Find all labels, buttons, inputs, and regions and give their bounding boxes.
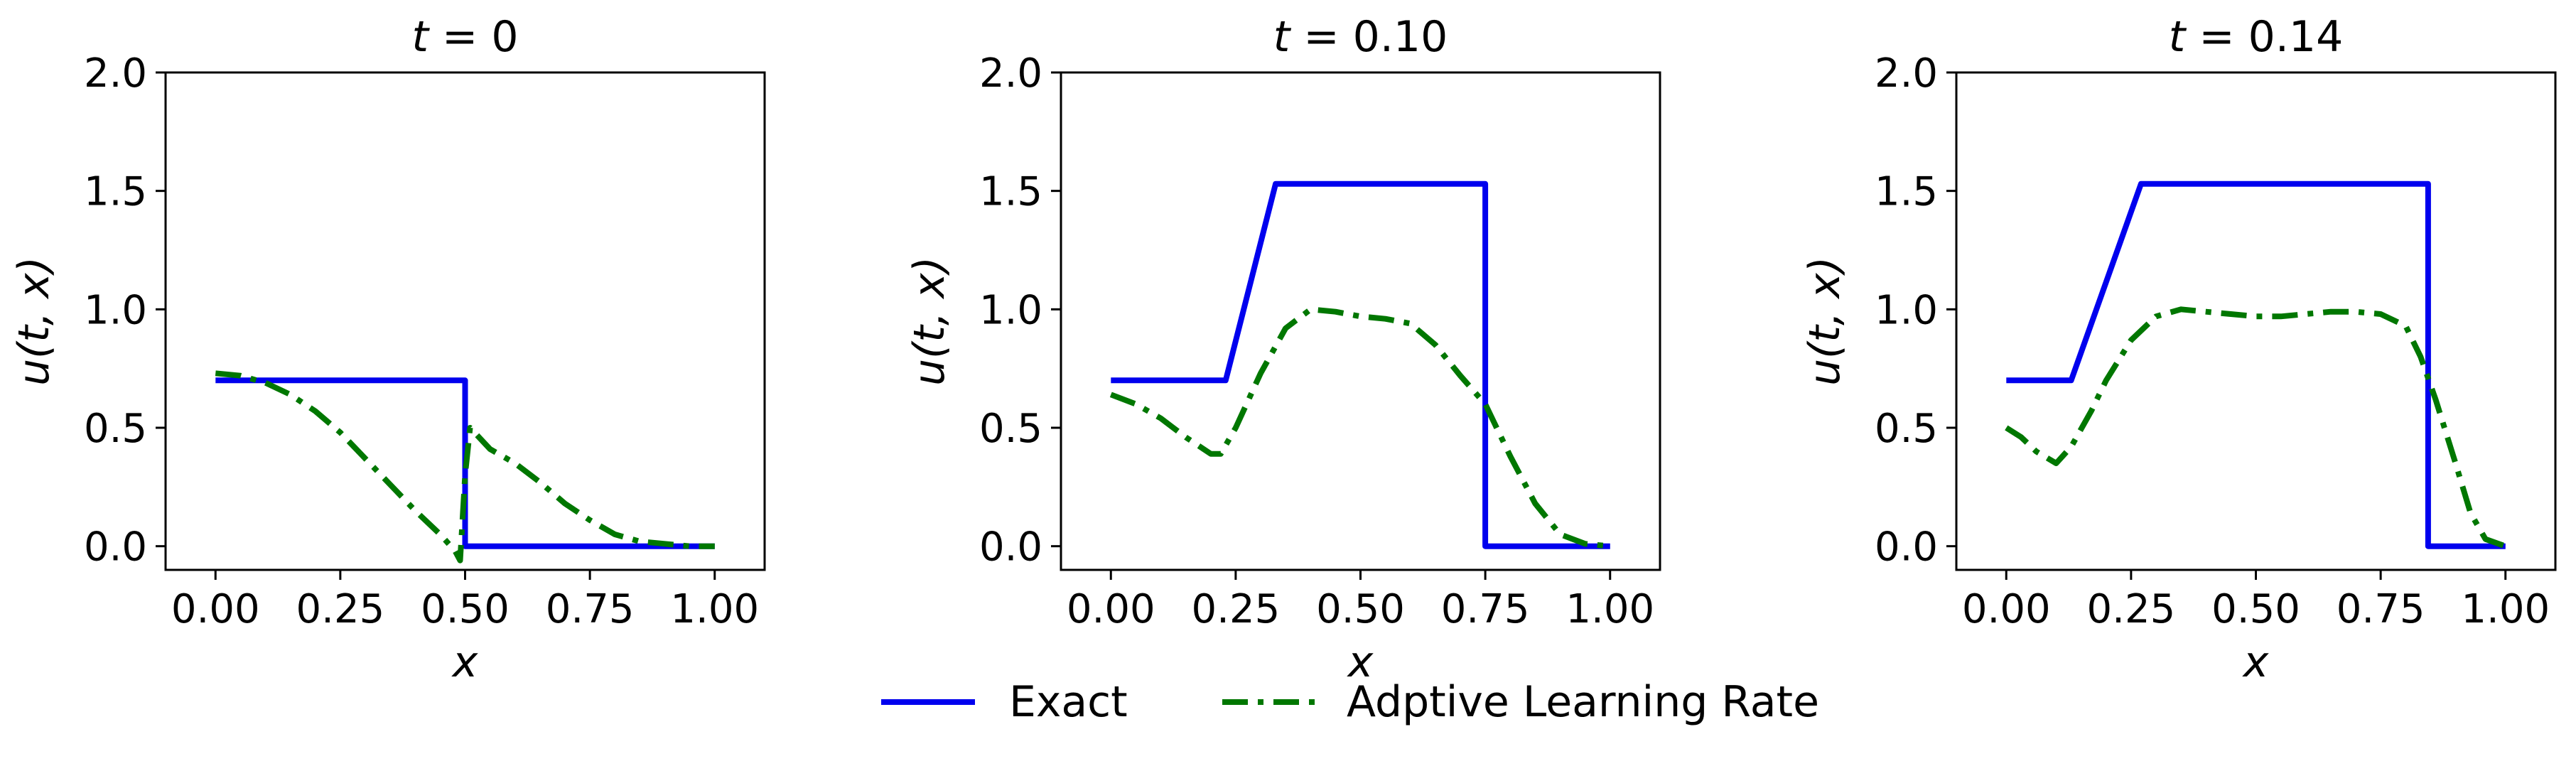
series-line-adptive-learning-rate: [215, 370, 715, 563]
x-tick-label: 0.25: [1192, 586, 1281, 632]
y-axis-label: u(t, x): [1800, 257, 1850, 386]
panel-3: t = 0.14 0.00 0.25 0.50 0.75 1.00 0.0 0.5 1.0 1.5…: [1800, 12, 2557, 687]
title-value: = 0.10: [1290, 12, 1448, 62]
y-tick-label: 0.5: [1875, 406, 1938, 452]
panel-title: t = 0.10: [1273, 12, 1448, 62]
panel-1: t = 0 0.00 0.25 0.50 0.75 1.00 0.0 0.5 1.0 1.5 2.0…: [9, 12, 766, 687]
title-value: = 0.14: [2185, 12, 2343, 62]
plot-frame: [1060, 71, 1661, 571]
panels: t = 0 0.00 0.25 0.50 0.75 1.00 0.0 0.5 1.0 1.5 2.0…: [9, 12, 2557, 687]
y-tick-label: 1.5: [84, 169, 147, 215]
x-tick-label: 0.50: [1316, 586, 1405, 632]
legend: Exact Adptive Learning Rate: [881, 677, 1819, 727]
plot-frame: [1955, 71, 2557, 571]
series-line-adptive-learning-rate: [2005, 306, 2507, 549]
x-tick-label: 1.00: [1565, 586, 1654, 632]
x-tick-label: 0.75: [1441, 586, 1530, 632]
series-line-exact: [1111, 180, 1610, 549]
x-tick-label: 1.00: [670, 586, 759, 632]
x-tick-label: 0.75: [2337, 586, 2425, 632]
panel-2: t = 0.10 0.00 0.25 0.50 0.75 1.00 0.0 0.5 1.0 1.5…: [905, 12, 1661, 687]
series-line-adptive-learning-rate: [1109, 306, 1611, 549]
y-tick-label: 0.0: [979, 524, 1042, 571]
x-tick-label: 0.25: [296, 586, 385, 632]
y-tick-label: 0.0: [1875, 524, 1938, 571]
legend-label-adaptive: Adptive Learning Rate: [1347, 677, 1819, 727]
series-line-exact: [2006, 180, 2506, 549]
y-axis-label: u(t, x): [905, 257, 954, 386]
panel-title: t = 0: [411, 12, 518, 62]
series-group: [1109, 180, 1611, 549]
y-tick-label: 1.0: [84, 287, 147, 333]
title-variable: t: [411, 12, 430, 62]
legend-label-exact: Exact: [1009, 677, 1128, 727]
y-tick-label: 0.5: [979, 406, 1042, 452]
y-tick-label: 0.5: [84, 406, 147, 452]
series-group: [2005, 180, 2507, 549]
y-tick-label: 2.0: [1875, 50, 1938, 97]
title-value: = 0: [429, 12, 519, 62]
panel-title: t = 0.14: [2169, 12, 2344, 62]
x-axis-label: x: [1347, 637, 1374, 687]
x-tick-label: 0.50: [2211, 586, 2300, 632]
plot-frame: [164, 71, 766, 571]
series-group: [215, 370, 715, 563]
x-axis-label: x: [451, 637, 478, 687]
x-tick-label: 0.50: [421, 586, 510, 632]
y-tick-label: 2.0: [979, 50, 1042, 97]
x-tick-label: 0.00: [1067, 586, 1155, 632]
x-tick-label: 1.00: [2461, 586, 2550, 632]
y-tick-label: 1.5: [1875, 169, 1938, 215]
x-tick-label: 0.00: [171, 586, 260, 632]
x-tick-label: 0.75: [546, 586, 635, 632]
x-tick-label: 0.25: [2087, 586, 2176, 632]
title-variable: t: [1273, 12, 1292, 62]
y-tick-label: 1.0: [1875, 287, 1938, 333]
x-tick-label: 0.00: [1962, 586, 2051, 632]
title-variable: t: [2169, 12, 2187, 62]
y-tick-label: 0.0: [84, 524, 147, 571]
y-tick-label: 2.0: [84, 50, 147, 97]
y-tick-label: 1.5: [979, 169, 1042, 215]
y-tick-label: 1.0: [979, 287, 1042, 333]
x-axis-label: x: [2242, 637, 2269, 687]
y-axis-label: u(t, x): [9, 257, 59, 386]
